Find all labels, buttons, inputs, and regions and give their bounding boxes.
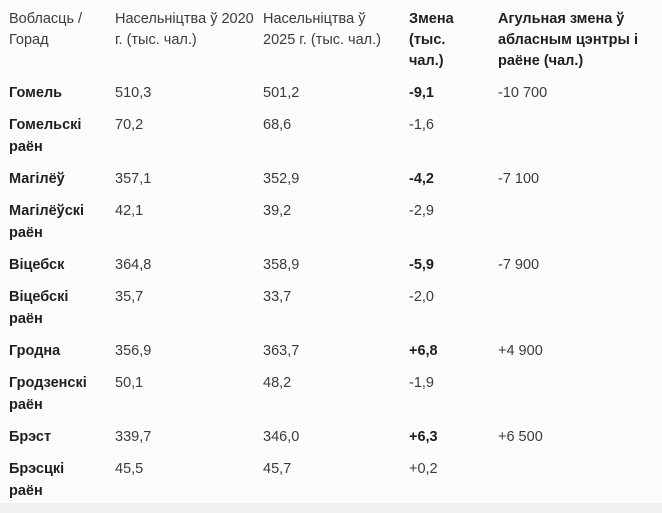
column-header-change: Змена (тыс. чал.) [409,11,458,69]
region-name-cell: Магілёўскі раён [9,203,89,241]
pop-2025-cell: 68,6 [263,117,292,133]
change-cell: -2,9 [409,203,434,219]
pop-2020-cell: 50,1 [115,375,144,391]
change-cell: -1,9 [409,375,434,391]
table-row-hrodna: Гродна 356,9 363,7 +6,8 +4 900 [9,340,662,362]
table-row-homel-district: Гомельскі раён 70,2 68,6 -1,6 [9,114,662,158]
table-row-brest-district: Брэсцкі раён 45,5 45,7 +0,2 [9,458,662,502]
table-row-vitsebsk-district: Віцебскі раён 35,7 33,7 -2,0 [9,286,662,330]
table-row-brest: Брэст 339,7 346,0 +6,3 +6 500 [9,426,662,448]
pop-2025-cell: 45,7 [263,461,292,477]
column-header-pop-2025: Насельніцтва ў 2025 г. (тыс. чал.) [263,11,381,48]
change-cell: -9,1 [409,85,434,101]
pop-2020-cell: 364,8 [115,257,152,273]
pop-2025-cell: 363,7 [263,343,300,359]
next-section-edge [0,503,662,513]
table-row-vitsebsk: Віцебск 364,8 358,9 -5,9 -7 900 [9,254,662,276]
change-cell: +6,3 [409,429,438,445]
total-change-cell: +4 900 [498,343,543,359]
pop-2020-cell: 510,3 [115,85,152,101]
change-cell: -4,2 [409,171,434,187]
region-name-cell: Брэст [9,429,52,445]
change-cell: -2,0 [409,289,434,305]
table-row-mahiliou-district: Магілёўскі раён 42,1 39,2 -2,9 [9,200,662,244]
change-cell: -1,6 [409,117,434,133]
pop-2025-cell: 33,7 [263,289,292,305]
column-header-region: Вобласць / Горад [9,11,87,48]
change-cell: -5,9 [409,257,434,273]
pop-2020-cell: 45,5 [115,461,144,477]
pop-2025-cell: 501,2 [263,85,300,101]
pop-2020-cell: 357,1 [115,171,152,187]
table-header: Вобласць / Горад Насельніцтва ў 2020 г. … [9,9,662,72]
pop-2025-cell: 352,9 [263,171,300,187]
change-cell: +6,8 [409,343,438,359]
pop-2020-cell: 339,7 [115,429,152,445]
pop-2025-cell: 346,0 [263,429,300,445]
region-name-cell: Віцебскі раён [9,289,73,327]
region-name-cell: Гродна [9,343,61,359]
total-change-cell: -7 100 [498,171,540,187]
region-name-cell: Віцебск [9,257,65,273]
pop-2020-cell: 356,9 [115,343,152,359]
table-row-hrodna-district: Гродзенскі раён 50,1 48,2 -1,9 [9,372,662,416]
pop-2020-cell: 35,7 [115,289,144,305]
column-header-pop-2020: Насельніцтва ў 2020 г. (тыс. чал.) [115,11,258,48]
change-cell: +0,2 [409,461,438,477]
region-name-cell: Гомель [9,85,63,101]
table-row-mahiliou: Магілёў 357,1 352,9 -4,2 -7 100 [9,168,662,190]
table-row-homel: Гомель 510,3 501,2 -9,1 -10 700 [9,82,662,104]
column-header-total-change: Агульная змена ў абласным цэнтры і раёне… [498,11,643,69]
region-name-cell: Гродзенскі раён [9,375,91,413]
pop-2020-cell: 70,2 [115,117,144,133]
pop-2025-cell: 358,9 [263,257,300,273]
pop-2025-cell: 39,2 [263,203,292,219]
region-name-cell: Магілёў [9,171,65,187]
total-change-cell: -10 700 [498,85,548,101]
pop-2025-cell: 48,2 [263,375,292,391]
total-change-cell: -7 900 [498,257,540,273]
region-name-cell: Гомельскі раён [9,117,86,155]
total-change-cell: +6 500 [498,429,543,445]
pop-2020-cell: 42,1 [115,203,144,219]
region-name-cell: Брэсцкі раён [9,461,69,499]
